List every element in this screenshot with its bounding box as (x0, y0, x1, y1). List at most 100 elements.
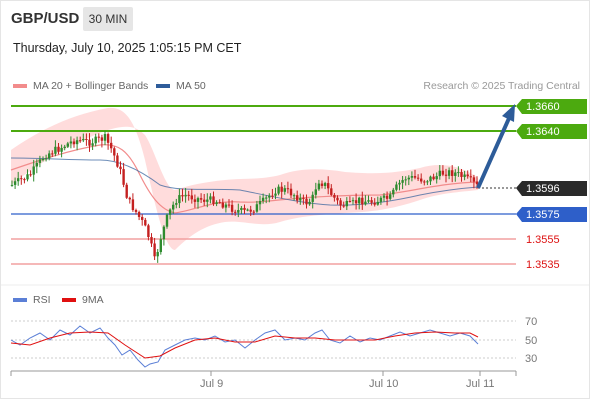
candle-body (144, 219, 147, 226)
candle-body (168, 209, 172, 215)
candle-body (429, 176, 432, 182)
candle-body (426, 181, 429, 183)
level-label-4: 1.3575 (516, 207, 587, 222)
candle-body (320, 183, 324, 186)
candle-body (240, 207, 243, 210)
symbol-title: GBP/USD (11, 10, 80, 27)
candle-body (60, 147, 63, 152)
level-4-text: 1.3575 (526, 209, 560, 221)
candle-body (354, 200, 358, 204)
candle-body (116, 155, 119, 167)
candle-body (379, 197, 383, 202)
candle-body (407, 177, 410, 180)
candle-body (137, 211, 141, 217)
candle-body (125, 184, 128, 198)
candle-body (314, 189, 317, 195)
x-label-jul9: Jul 9 (200, 378, 223, 390)
candle-body (336, 197, 339, 201)
candle-body (441, 170, 445, 175)
candle-body (190, 195, 193, 200)
candle-body (410, 176, 414, 178)
candle-body (199, 198, 203, 200)
candle-body (373, 202, 376, 205)
candle-body (29, 174, 32, 176)
candle-body (280, 186, 283, 192)
candle-body (395, 184, 398, 190)
candle-body (444, 174, 448, 176)
candle-body (392, 189, 395, 195)
candle-body (389, 194, 392, 199)
candle-body (265, 197, 268, 199)
candle-body (317, 183, 321, 190)
candle-body (454, 172, 457, 176)
candle-body (17, 178, 20, 182)
candle-body (237, 209, 240, 213)
candle-body (153, 243, 156, 257)
candle-body (110, 142, 113, 149)
candle-body (305, 198, 308, 205)
ma9-swatch (62, 298, 76, 303)
candle-body (206, 199, 209, 202)
candle-body (274, 193, 277, 196)
x-label-jul10: Jul 10 (369, 378, 398, 390)
candle-body (122, 169, 125, 185)
candle-body (311, 194, 314, 202)
candle-body (413, 176, 417, 178)
candle-body (97, 136, 100, 138)
candle-body (85, 139, 88, 141)
candle-body (246, 209, 249, 211)
candle-body (460, 172, 463, 177)
candle-body (333, 194, 336, 198)
candle-body (196, 198, 200, 202)
candle-body (224, 204, 228, 208)
level-label-2: 1.3640 (516, 124, 587, 139)
candle-body (159, 239, 162, 253)
candle-body (404, 179, 407, 181)
timeframe-button[interactable]: 30 MIN (83, 7, 133, 31)
candle-body (423, 181, 426, 183)
projection-arrow-shaft (476, 115, 512, 189)
candle-body (162, 226, 166, 240)
candle-body (283, 188, 286, 192)
level-label-1: 1.3660 (516, 99, 587, 114)
candle-body (63, 146, 66, 148)
candle-body (358, 197, 361, 204)
rsi-line (10, 325, 479, 368)
candle-body (234, 211, 237, 213)
candle-body (342, 205, 345, 207)
candle-body (13, 181, 17, 185)
candle-body (79, 140, 82, 142)
candle-body (48, 153, 51, 159)
candle-body (218, 202, 221, 204)
candle-body (385, 195, 389, 199)
rsi-tick-70: 70 (525, 316, 537, 328)
candle-body (469, 176, 472, 178)
candle-body (51, 153, 54, 155)
candle-body (175, 203, 178, 205)
candle-body (447, 170, 451, 176)
candle-body (376, 201, 379, 205)
candle-body (66, 143, 69, 147)
candle-body (472, 177, 476, 182)
candle-body (323, 183, 327, 186)
candle-body (351, 200, 355, 202)
level-5-text: 1.3555 (526, 234, 560, 246)
candle-body (361, 197, 364, 205)
candle-body (252, 211, 255, 213)
candle-body (32, 166, 35, 175)
candle-body (41, 159, 45, 161)
ma50-swatch (156, 84, 170, 89)
candle-body (420, 178, 423, 182)
rsi-swatch (13, 298, 27, 303)
candle-body (193, 199, 197, 202)
level-label-current: 1.3596 (516, 181, 587, 196)
candle-body (345, 201, 348, 207)
candle-body (156, 252, 159, 257)
candlesticks (10, 130, 479, 263)
candle-body (382, 195, 386, 198)
candle-body (308, 201, 311, 205)
candle-body (184, 194, 187, 197)
candle-body (249, 209, 252, 212)
candle-body (466, 174, 469, 177)
